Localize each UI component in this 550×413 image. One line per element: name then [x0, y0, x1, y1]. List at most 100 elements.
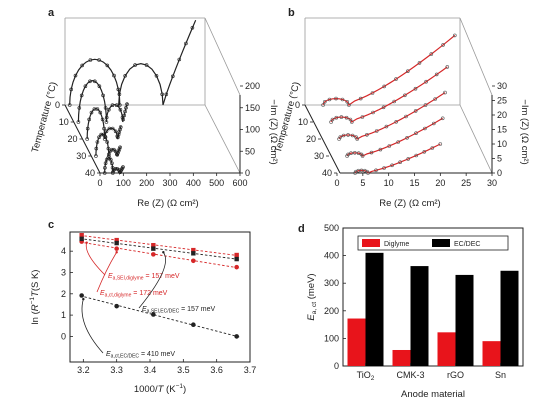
b-series-point — [334, 96, 338, 101]
panel-c-annotation-arrowhead — [85, 241, 88, 244]
b-series-point — [330, 117, 335, 122]
a-y-tick-label: 20 — [67, 134, 77, 144]
a-series-point — [160, 92, 164, 97]
b-series-point — [360, 115, 365, 119]
b-series-line-1 — [330, 66, 448, 123]
a-series-point — [79, 93, 84, 98]
panel-d-legend-label: Diglyme — [384, 241, 409, 248]
b-z-tick-label: 15 — [497, 125, 507, 135]
b-series-point — [422, 150, 427, 154]
panel-d-bar — [437, 332, 456, 366]
b-series-line-4 — [354, 143, 441, 174]
b-series-point — [423, 103, 428, 107]
panel-d-category-label: TiO2 — [357, 370, 375, 382]
b-series-point — [352, 151, 357, 155]
b-z-tick-label: 0 — [497, 168, 502, 178]
b-y-tick-label: 40 — [322, 168, 332, 178]
panel-c-y-tick-label: 2 — [61, 289, 66, 299]
b-x-tick-label: 15 — [409, 178, 419, 188]
b-series-point — [349, 120, 354, 124]
b-series-point — [382, 166, 386, 170]
b-series-line-0 — [322, 34, 456, 106]
a-series-point — [177, 57, 182, 62]
b-series-point — [445, 65, 450, 69]
b-series-point — [405, 69, 410, 73]
a-series-point — [101, 132, 106, 137]
a-series-point — [116, 151, 120, 155]
panel-c-fit-line-3 — [79, 295, 241, 338]
a-z-tick-label: 50 — [245, 146, 255, 156]
panel-d-chart: 0 100 200 300 400 500 TiO2 CMK-3 rGO Sn Diglyme E… — [306, 223, 524, 400]
b-series-point — [381, 105, 386, 110]
panel-c-annotation-label: Ea,ct,EC/DEC = 410 meV — [106, 351, 175, 360]
panel-d-legend-label: EC/DEC — [454, 241, 480, 248]
a-series-point — [125, 102, 129, 106]
b-x-tick-label: 0 — [334, 178, 339, 188]
b-x-tick-label: 30 — [487, 178, 497, 188]
b-series-point — [321, 103, 325, 107]
b-series-point — [344, 115, 349, 120]
panel-c-y-axis-label: ln (R−1T(S K) — [29, 270, 41, 325]
a-series-point — [118, 107, 123, 112]
a-series-point — [97, 84, 102, 88]
panel-c-point — [79, 293, 84, 298]
b-series-point — [438, 142, 443, 146]
a-series-point — [88, 58, 93, 62]
panel-c-y-tick-label: 3 — [61, 267, 66, 277]
a-y-tick-label: 40 — [85, 168, 95, 178]
panel-d-legend-swatch — [432, 239, 450, 247]
a-x-tick-label: 600 — [232, 178, 247, 188]
panel-c-annotation-arrow — [81, 299, 104, 354]
b-series-point — [434, 72, 439, 77]
a-series-point — [118, 125, 123, 129]
panel-c-point — [151, 243, 156, 248]
panel-d-y-tick-label: 400 — [324, 251, 339, 261]
panel-c-y-tick-label: 0 — [61, 331, 66, 341]
panel-c-annotation-arrow — [96, 252, 118, 293]
a-series-point — [164, 92, 169, 97]
panel-c-fit-line-1 — [79, 241, 241, 269]
a-series-point — [107, 107, 111, 112]
panel-c-x-axis-label: 1000/T (K−1) — [134, 383, 186, 395]
b-series-point — [358, 96, 363, 101]
a-series-point — [133, 63, 137, 67]
b-series-point — [443, 90, 447, 95]
b-x-tick-label: 10 — [384, 178, 394, 188]
b-series-point — [346, 152, 350, 157]
b-series-point — [327, 97, 332, 102]
panel-d-bar — [455, 274, 474, 366]
b-z-tick-label: 30 — [497, 81, 507, 91]
a-series-point — [120, 115, 125, 120]
panel-c-point — [191, 251, 196, 256]
a-series-point — [124, 106, 128, 110]
a-x-tick-label: 500 — [209, 178, 224, 188]
panel-c-point — [114, 246, 119, 251]
b-series-point — [341, 133, 346, 138]
b-series-point — [374, 168, 378, 173]
panel-a-chart: 0 100 200 300 400 500 600 0 10 20 30 40 0 50 100 150 2… — [30, 17, 279, 209]
panel-c-point — [79, 232, 84, 238]
a-series-point — [190, 25, 195, 30]
a-series-point — [116, 87, 121, 92]
panel-d-bar — [347, 318, 366, 366]
b-x-tick-label: 25 — [461, 178, 471, 188]
b-y-tick-label: 10 — [298, 117, 308, 127]
a-x-tick-label: 0 — [97, 178, 102, 188]
b-series-point — [423, 126, 427, 131]
panel-c-point — [79, 236, 84, 242]
panel-d-bar — [365, 252, 384, 366]
a-series-point — [110, 103, 115, 107]
panel-d-bar — [410, 266, 429, 366]
panel-c-x-tick-label: 3.6 — [210, 365, 223, 375]
a-series-point — [122, 113, 126, 118]
a-series-point — [103, 106, 108, 110]
b-series-point — [334, 115, 339, 120]
panel-c-point — [151, 252, 156, 257]
a-series-point — [106, 146, 111, 151]
a-z-tick-label: 100 — [245, 125, 260, 135]
a-series-point — [95, 140, 100, 144]
b-series-line-3 — [346, 117, 443, 157]
panel-c-point — [234, 256, 239, 262]
b-z-tick-label: 25 — [497, 96, 507, 106]
